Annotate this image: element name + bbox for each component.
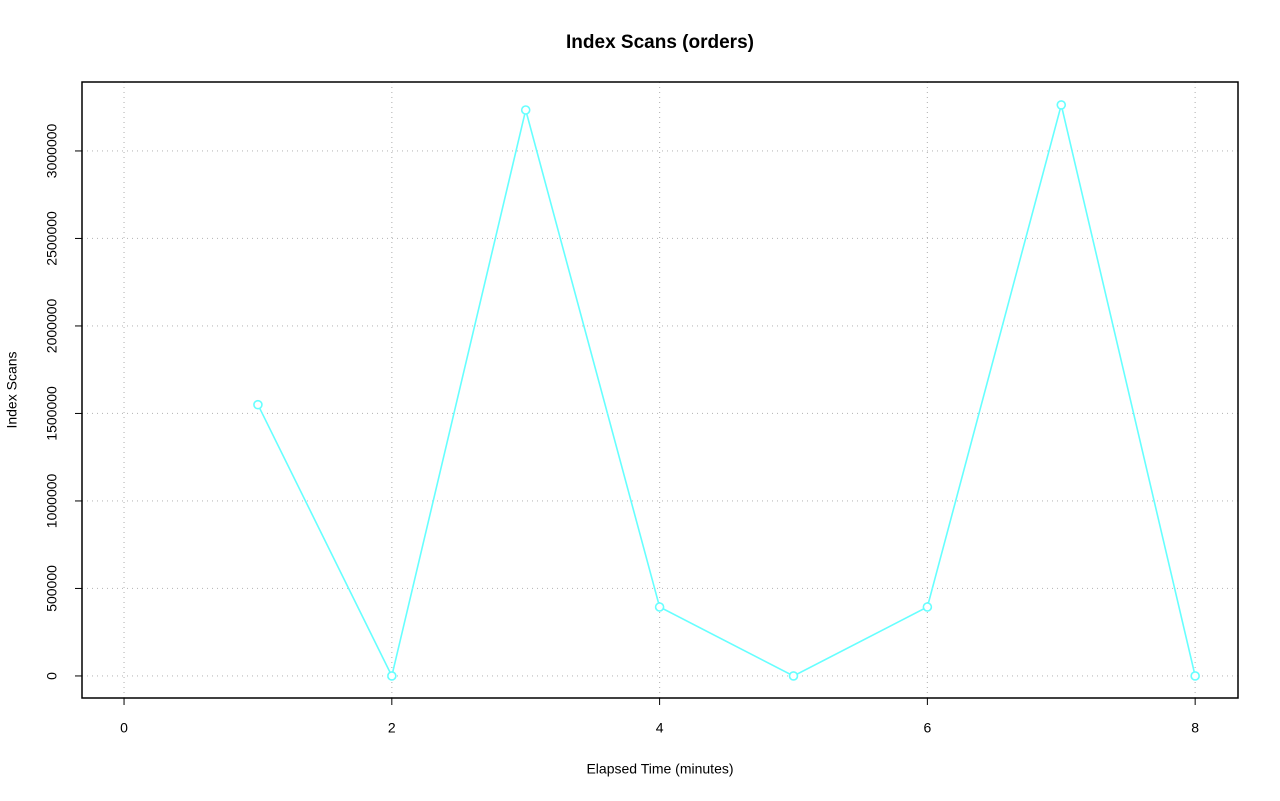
x-tick-label: 8: [1191, 720, 1199, 736]
data-point: [1056, 100, 1067, 110]
data-point: [788, 671, 799, 681]
data-point: [1190, 671, 1200, 681]
x-tick-label: 0: [120, 720, 128, 736]
data-point: [922, 602, 933, 612]
y-tick-label: 1500000: [44, 386, 60, 441]
x-tick-label: 6: [923, 720, 931, 736]
y-tick-label: 2500000: [44, 211, 60, 266]
plot-frame: [81, 81, 1239, 699]
y-tick-label: 3000000: [44, 123, 60, 178]
data-line: [257, 104, 1196, 679]
x-tick-label: 2: [388, 720, 396, 736]
x-tick-label: 4: [656, 720, 664, 736]
chart-title: Index Scans (orders): [566, 32, 754, 53]
y-tick-label: 2000000: [44, 298, 60, 353]
y-axis-label: Index Scans: [4, 351, 20, 428]
y-tick-label: 0: [44, 672, 60, 680]
x-axis-label: Elapsed Time (minutes): [586, 761, 733, 777]
data-point: [253, 399, 263, 410]
data-point: [387, 671, 397, 681]
data-point: [654, 602, 665, 612]
y-tick-label: 500000: [44, 565, 60, 612]
y-tick-label: 1000000: [44, 473, 60, 528]
data-point: [520, 105, 531, 115]
